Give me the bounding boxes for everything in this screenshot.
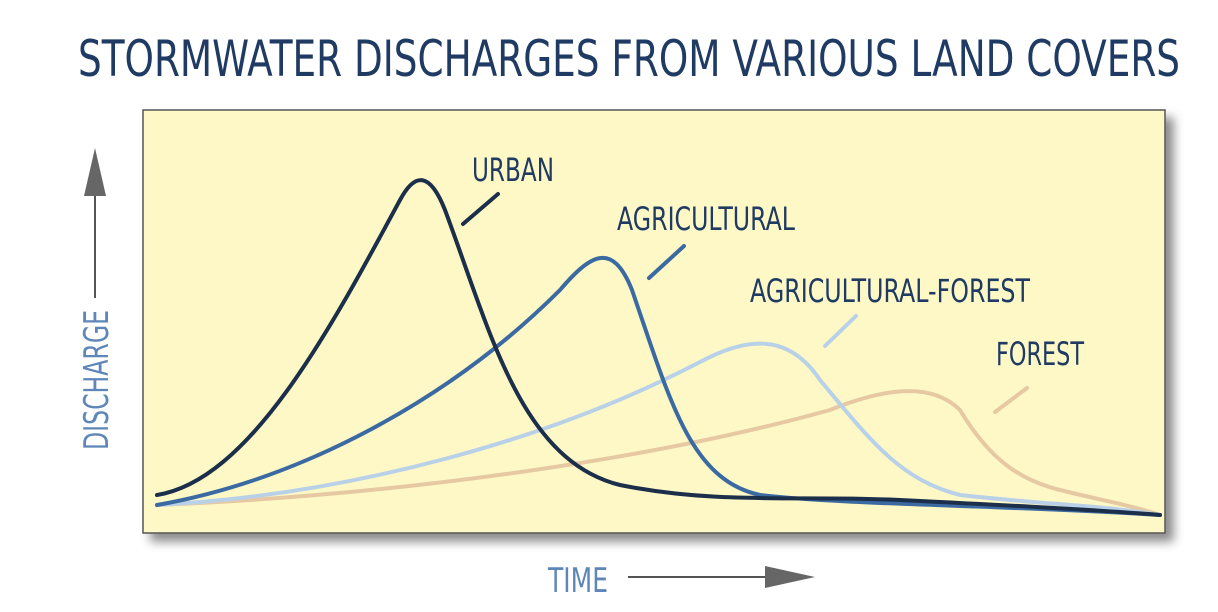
- leader-line: [461, 192, 500, 226]
- y-axis-label: DISCHARGE: [77, 310, 117, 450]
- plot-area: [142, 109, 1166, 534]
- leaders: [461, 192, 1029, 414]
- agricultural-curve: [155, 256, 1162, 517]
- curve-label: AGRICULTURAL: [617, 200, 795, 238]
- leader-line: [823, 314, 858, 348]
- curve-label: FOREST: [996, 335, 1084, 373]
- curve-label: AGRICULTURAL-FOREST: [750, 272, 1030, 310]
- title: STORMWATER DISCHARGES FROM VARIOUS LAND …: [78, 30, 1180, 88]
- x-axis-label: TIME: [547, 561, 608, 601]
- urban-curve: [155, 178, 1162, 517]
- y-arrow-head: [84, 148, 106, 196]
- curve-label: URBAN: [472, 151, 554, 189]
- curves: [155, 178, 1162, 517]
- leader-line: [647, 244, 686, 280]
- agricultural-forest-curve: [155, 341, 1162, 517]
- x-arrow-head: [765, 566, 815, 588]
- forest-curve: [155, 389, 1162, 517]
- leader-line: [993, 386, 1029, 414]
